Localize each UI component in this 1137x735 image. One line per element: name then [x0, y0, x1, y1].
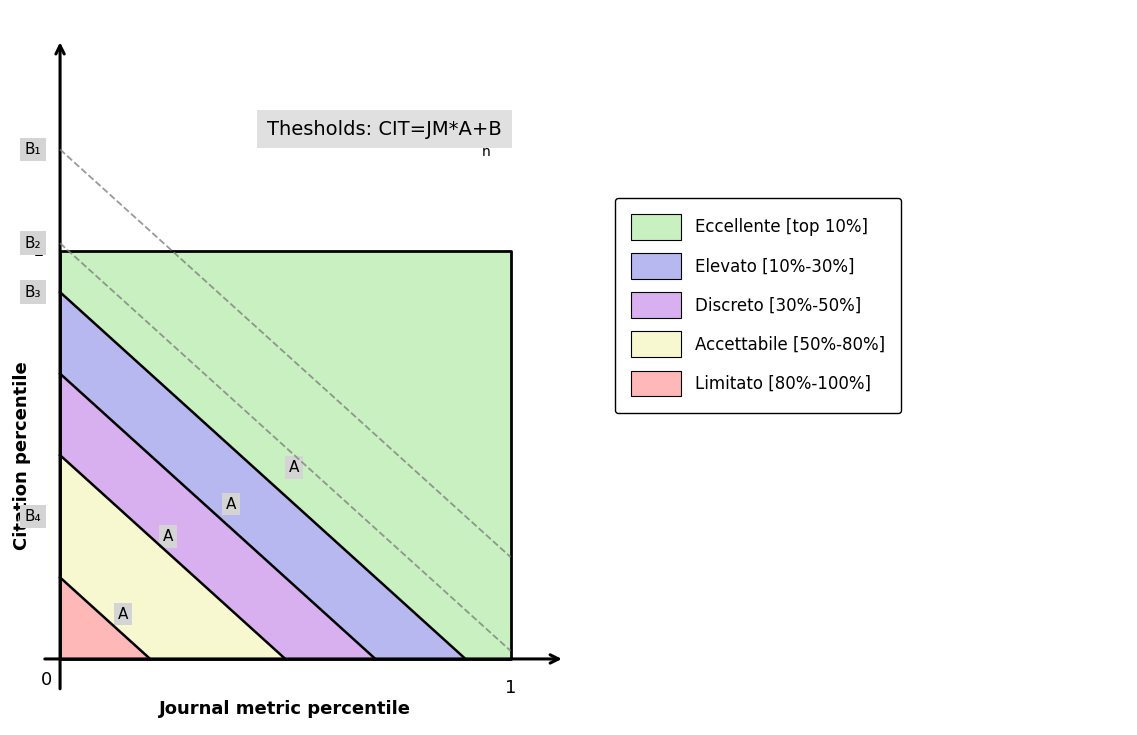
Legend: Eccellente [top 10%], Elevato [10%-30%], Discreto [30%-50%], Accettabile [50%-80: Eccellente [top 10%], Elevato [10%-30%],… [615, 198, 902, 413]
Text: Citation percentile: Citation percentile [13, 361, 31, 550]
Polygon shape [60, 292, 511, 659]
Text: A: A [118, 606, 128, 622]
Text: 1: 1 [505, 679, 516, 698]
Text: n: n [481, 145, 490, 159]
Text: B₁: B₁ [25, 142, 41, 157]
Text: Journal metric percentile: Journal metric percentile [159, 700, 412, 717]
Text: B₄: B₄ [25, 509, 41, 524]
Text: A: A [163, 529, 173, 544]
Text: A: A [226, 497, 236, 512]
Text: 1: 1 [33, 243, 44, 260]
Text: A: A [289, 460, 299, 475]
Polygon shape [60, 578, 511, 659]
Text: Thesholds: CIT=JM*A+B: Thesholds: CIT=JM*A+B [267, 120, 501, 139]
Text: B₃: B₃ [25, 284, 41, 300]
Polygon shape [60, 373, 511, 659]
Text: B₂: B₂ [25, 236, 41, 251]
Polygon shape [60, 455, 511, 659]
Text: 0: 0 [41, 671, 52, 689]
Polygon shape [60, 251, 511, 659]
